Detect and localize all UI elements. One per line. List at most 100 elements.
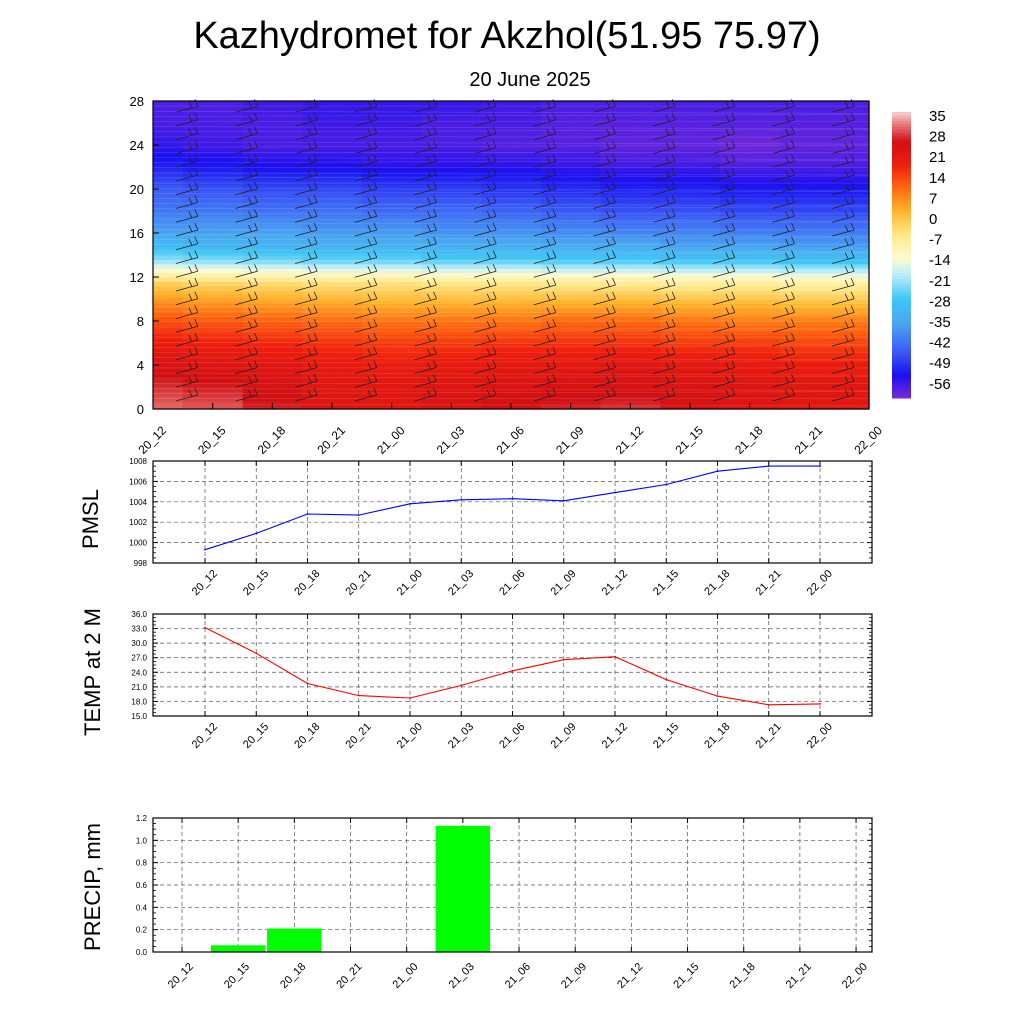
heatmap-cell [153, 290, 184, 296]
heatmap-cell [839, 162, 870, 168]
heatmap-cell [839, 118, 870, 124]
wind-barb [653, 291, 676, 306]
wind-barb [712, 374, 736, 388]
heatmap-cell [719, 175, 781, 181]
heatmap-cell [361, 277, 423, 282]
heatmap-cell [153, 268, 184, 274]
heatmap-cell [660, 395, 721, 401]
heatmap-cell [600, 268, 661, 274]
heatmap-cell [779, 228, 840, 234]
heatmap-cell [302, 184, 363, 190]
heatmap-cell [153, 233, 184, 238]
wind-barb [235, 126, 258, 141]
x-tick-label: 21_12 [613, 423, 647, 457]
heatmap-cell [153, 118, 184, 124]
heatmap-cell [302, 268, 363, 274]
wind-barb [235, 222, 258, 237]
heatmap-cell [719, 347, 781, 353]
wind-barb [653, 112, 676, 127]
heatmap-cell [242, 167, 303, 172]
heatmap-cell [540, 127, 602, 133]
heatmap-cell [600, 206, 661, 212]
contour-line [152, 221, 870, 225]
heatmap-cell [421, 325, 482, 331]
heatmap-cell [540, 387, 602, 392]
wind-barb [414, 332, 437, 347]
heatmap-cell [153, 338, 184, 344]
heatmap-cell [600, 334, 661, 340]
x-tick-label: 21_00 [395, 721, 425, 751]
y-tick-label: 0 [137, 402, 144, 417]
heatmap-cell [660, 378, 721, 384]
data-point [511, 497, 514, 500]
heatmap-cell [242, 131, 303, 137]
heatmap-cell [361, 343, 423, 348]
wind-barb [414, 126, 437, 141]
heatmap-cell [839, 215, 870, 221]
heatmap-cell [779, 237, 840, 243]
heatmap-cell [839, 400, 870, 406]
colorbar-label: -28 [929, 293, 951, 310]
y-tick-label: 18.0 [131, 697, 147, 706]
heatmap-cell [242, 162, 303, 168]
heatmap-cell [839, 281, 870, 287]
heatmap-cell [361, 281, 423, 287]
heatmap-cell [302, 224, 363, 230]
wind-barb [474, 236, 497, 251]
heatmap-cell [540, 145, 602, 150]
heatmap-cell [242, 290, 303, 296]
contour-line [152, 111, 870, 114]
heatmap-cell [302, 373, 363, 379]
heatmap-cell [421, 140, 482, 146]
wind-barb [474, 209, 497, 223]
y-tick-label: 0.0 [136, 948, 148, 957]
heatmap-cell [302, 158, 363, 164]
colorbar-band [892, 327, 911, 332]
wind-barb [414, 195, 437, 209]
heatmap-cell [421, 153, 482, 159]
wind-barb [712, 181, 736, 196]
heatmap-cell [779, 127, 840, 133]
heatmap-cell [242, 263, 303, 269]
heatmap-cell [421, 378, 482, 384]
heatmap-cell [182, 316, 244, 322]
heatmap-cell [302, 259, 363, 265]
heatmap-cell [421, 391, 482, 397]
wind-barb [414, 374, 437, 388]
wind-barb [295, 360, 318, 374]
heatmap-cell [421, 281, 482, 287]
colorbar-band [892, 246, 911, 250]
data-point [562, 658, 565, 661]
heatmap-cell [660, 259, 721, 265]
heatmap-cell [302, 338, 363, 344]
heatmap-cell [361, 197, 423, 203]
heatmap-cell [361, 272, 423, 278]
x-tick-label: 21_15 [651, 568, 681, 598]
heatmap-cell [600, 140, 661, 146]
heatmap-cell [660, 193, 721, 199]
heatmap-cell [421, 215, 482, 221]
colorbar-label: 28 [929, 129, 946, 146]
heatmap-cell [540, 206, 602, 212]
wind-barb [474, 195, 497, 209]
heatmap-cell [361, 329, 423, 335]
heatmap-cell [361, 325, 423, 331]
heatmap-cell [421, 307, 482, 313]
heatmap-cell [361, 241, 423, 247]
wind-barb [474, 277, 497, 292]
wind-barb [593, 195, 616, 209]
x-tick-label: 21_09 [549, 568, 579, 598]
heatmap-cell [719, 290, 781, 296]
colorbar-band [892, 228, 911, 233]
heatmap-cell [481, 285, 542, 291]
heatmap-cell [600, 263, 661, 269]
heatmap-cell [361, 268, 423, 274]
wind-barb [235, 236, 258, 251]
heatmap-cell [779, 250, 840, 256]
heatmap-cell [153, 202, 184, 208]
heatmap-cell [779, 378, 840, 384]
heatmap-cell [421, 334, 482, 340]
colorbar-band [892, 147, 911, 151]
x-tick-label: 21_06 [503, 961, 533, 991]
heatmap-cell [719, 272, 781, 278]
